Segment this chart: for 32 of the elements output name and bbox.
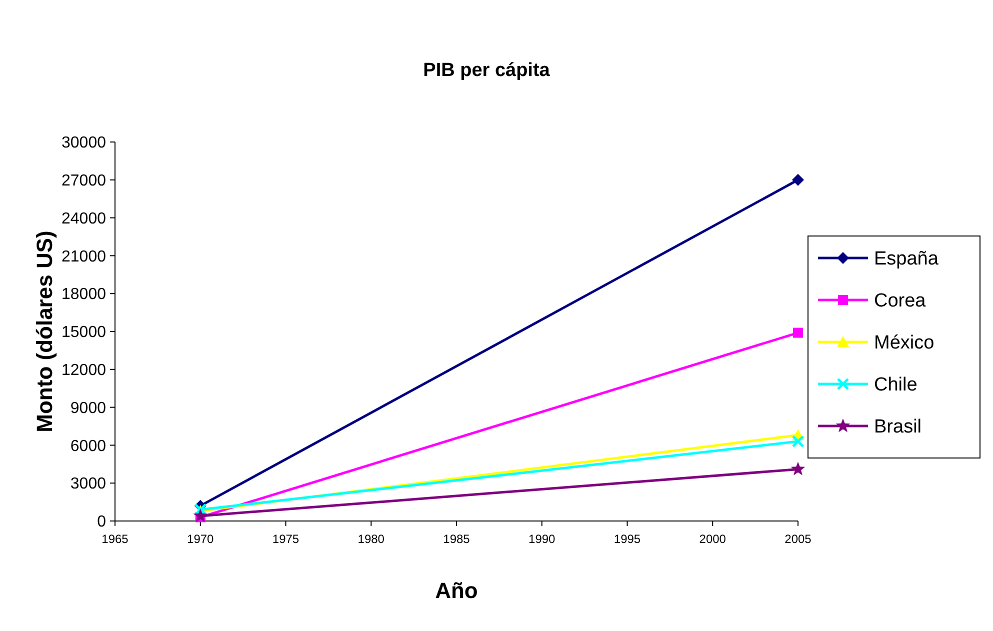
y-tick-label: 3000 [70,476,106,493]
y-tick-label: 12000 [62,362,106,379]
legend-label: Chile [874,374,918,396]
x-tick-label: 2000 [699,532,726,546]
point [793,328,803,338]
x-tick-label: 1985 [443,532,470,546]
y-tick-label: 9000 [70,400,106,417]
y-tick-label: 21000 [62,248,106,266]
x-tick-label: 1975 [272,532,300,546]
point [790,462,806,476]
y-tick-label: 15000 [62,324,106,342]
x-tick-label: 1995 [614,532,641,546]
legend-label: México [874,332,934,354]
point [193,508,208,522]
y-tick-label: 0 [97,514,106,531]
x-axis-title: Año [435,578,478,603]
x-tick-label: 1980 [358,532,385,546]
x-tick-label: 2005 [784,532,812,546]
x-tick-label: 1965 [102,532,129,546]
x-tick-label: 1990 [528,532,556,546]
legend-label: Corea [874,290,926,312]
legend-label: España [874,248,939,270]
point [792,174,804,186]
y-tick-label: 30000 [62,134,106,152]
y-tick-label: 6000 [70,438,106,455]
y-axis-title: Monto (dólares US) [32,230,57,432]
x-tick-label: 1970 [187,532,214,546]
chart-title: PIB per cápita [423,60,550,81]
y-tick-label: 27000 [62,172,106,190]
legend-label: Brasil [874,416,922,438]
y-tick-label: 24000 [62,210,106,228]
y-tick-label: 18000 [62,286,106,304]
